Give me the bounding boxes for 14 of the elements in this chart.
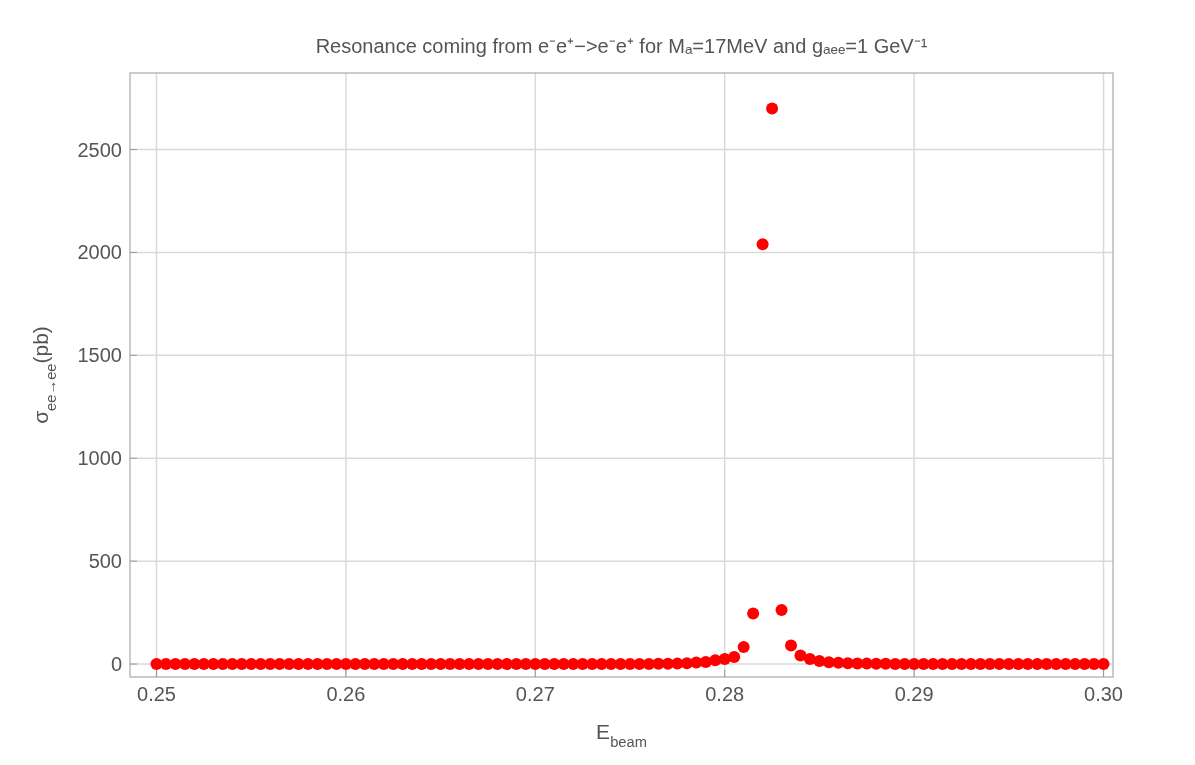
x-tick-label: 0.27 — [515, 683, 555, 705]
y-tick-label: 1500 — [77, 344, 122, 367]
x-tick-label: 0.30 — [1084, 683, 1123, 705]
y-tick-label: 2500 — [77, 138, 122, 161]
x-tick-label: 0.29 — [894, 683, 934, 705]
y-tick-label: 500 — [88, 550, 122, 573]
y-tick-label: 1000 — [77, 447, 122, 470]
x-axis-title: E$_{beam}$ — [596, 720, 647, 750]
chart-title: Resonance coming from e⁻e⁺−>e⁻e⁺ for Mₐ=17MeV and gₐₑₑ=1 GeV⁻¹ — [315, 35, 928, 57]
y-tick-label: 0 — [110, 653, 122, 676]
y-tick-label: 2000 — [77, 241, 122, 264]
x-tick-label: 0.26 — [326, 683, 366, 705]
x-tick-label: 0.28 — [705, 683, 745, 705]
x-tick-label: 0.25 — [137, 683, 176, 705]
